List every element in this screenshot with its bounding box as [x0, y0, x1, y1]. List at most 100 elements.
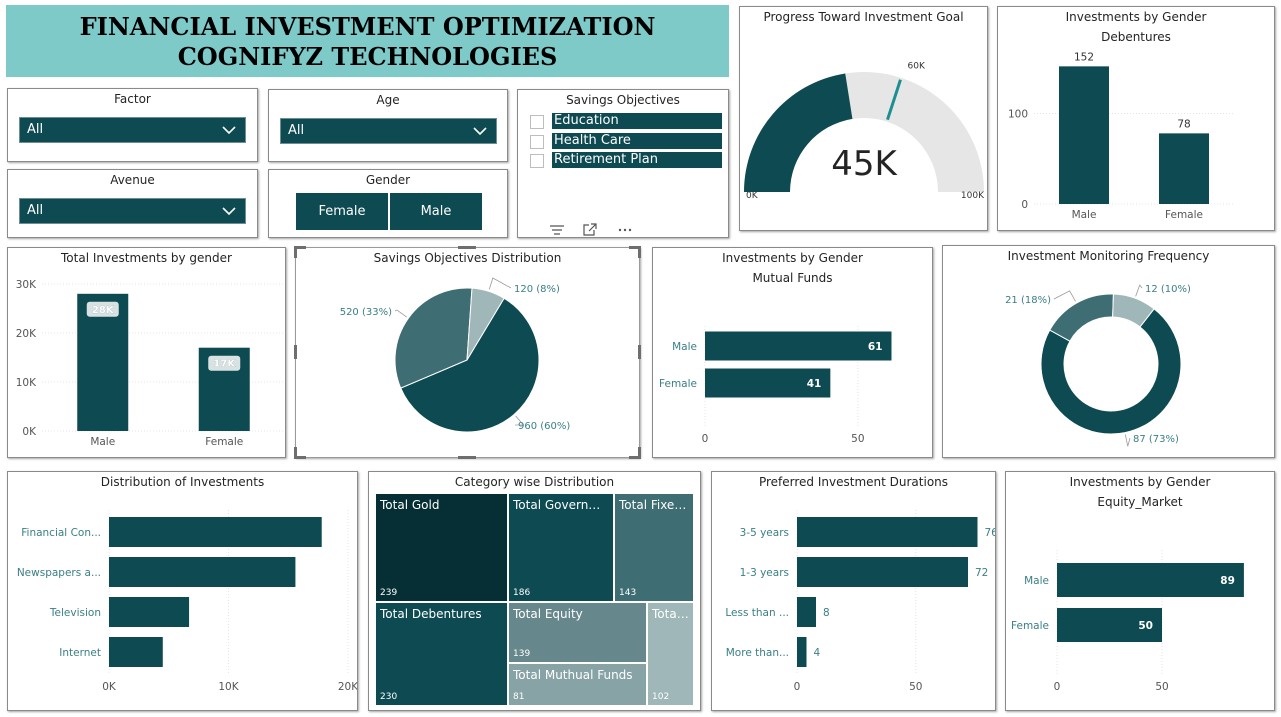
leader-line	[488, 277, 512, 290]
treemap-tile-government[interactable]: Total Governme... 186	[509, 494, 613, 601]
preferred-investment-durations-chart[interactable]: Preferred Investment Durations 0 50 3-5 ye…	[711, 471, 996, 711]
chart-subtitle: Mutual Funds	[752, 271, 833, 285]
age-dropdown[interactable]: All	[280, 118, 497, 144]
chart-title: Total Investments by gender	[61, 251, 232, 265]
investment-goal-gauge[interactable]: Progress Toward Investment Goal 60K 45K 0K…	[739, 6, 988, 231]
y-tick-label: Male	[672, 341, 697, 353]
chart-title: Investments by Gender	[1065, 10, 1207, 24]
x-tick-label: 50	[851, 433, 864, 445]
leader-line	[1135, 284, 1143, 297]
chart-title: Investment Monitoring Frequency	[1007, 249, 1210, 263]
data-label: 152	[1074, 51, 1094, 63]
y-tick-label: 1-3 years	[740, 567, 789, 579]
filter-lines-icon[interactable]	[549, 224, 565, 236]
chart-title: Distribution of Investments	[100, 475, 265, 489]
y-tick-label: Male	[1024, 575, 1049, 587]
factor-slicer: Factor All	[7, 88, 258, 162]
x-tick-label: 50	[909, 681, 922, 693]
y-tick-label: Newspapers a...	[17, 567, 101, 579]
more-options-icon[interactable]	[617, 227, 633, 233]
chevron-down-icon	[473, 127, 487, 136]
treemap-tile-fixed[interactable]: Total Fixed ... 143	[615, 494, 693, 601]
chevron-down-icon	[222, 207, 236, 216]
dashboard-banner: FINANCIAL INVESTMENT OPTIMIZATION COGNIF…	[6, 5, 729, 77]
chart-title: Category wise Distribution	[454, 475, 615, 489]
checkbox-icon[interactable]	[530, 154, 544, 168]
tile-label: Total Debentures	[380, 607, 482, 621]
bar	[1059, 66, 1109, 204]
equity-bars: 0 50 Male 89 Female 50	[1011, 550, 1244, 693]
treemap-tile-mutual-funds[interactable]: Total Muthual Funds 81	[509, 664, 646, 705]
resize-handle[interactable]	[629, 246, 641, 249]
distribution-bars: 0K 10K 20K Financial Con... Newspapers a... T…	[17, 510, 357, 693]
savings-objectives-distribution-chart[interactable]: Savings Objectives Distribution 960 (60%…	[294, 246, 641, 459]
resize-handle[interactable]	[294, 246, 297, 258]
x-tick-label: Female	[205, 436, 243, 448]
age-dropdown-value: All	[288, 123, 305, 138]
treemap-tile-other[interactable]: Total... 102	[648, 603, 693, 705]
resize-handle[interactable]	[629, 456, 641, 459]
age-slicer: Age All	[268, 89, 508, 162]
bar	[797, 597, 816, 627]
tile-label: Total Gold	[380, 498, 440, 512]
category-wise-distribution-chart[interactable]: Category wise Distribution Total Gold 23…	[368, 471, 701, 711]
savings-pie: 960 (60%) 520 (33%) 120 (8%)	[340, 277, 570, 433]
resize-handle[interactable]	[294, 456, 306, 459]
resize-handle[interactable]	[638, 345, 641, 359]
gauge-value-label: 45K	[831, 144, 898, 184]
treemap-tile-debentures[interactable]: Total Debentures 230	[376, 603, 507, 705]
slice-label: 12 (10%)	[1145, 284, 1191, 295]
resize-handle[interactable]	[638, 447, 641, 459]
debentures-by-gender-chart[interactable]: Investments by Gender Debentures 0 100 Mal…	[997, 6, 1275, 231]
checkbox-icon[interactable]	[530, 115, 544, 129]
bar	[797, 517, 978, 547]
data-label: 17K	[213, 359, 236, 370]
gauge-target-label: 60K	[908, 61, 926, 71]
tile-value: 139	[513, 649, 531, 659]
treemap-tile-gold[interactable]: Total Gold 239	[376, 494, 507, 601]
treemap-tile-equity[interactable]: Total Equity 139	[509, 603, 646, 662]
bar	[109, 557, 296, 587]
resize-handle[interactable]	[294, 345, 297, 359]
resize-handle[interactable]	[458, 246, 476, 249]
gauge-target-marker	[886, 79, 902, 121]
gender-male-button[interactable]: Male	[390, 193, 482, 230]
pie-slice	[1040, 308, 1182, 435]
gauge-chart: 60K 45K 0K 100K	[744, 61, 985, 201]
resize-handle[interactable]	[638, 246, 641, 258]
mutual-funds-by-gender-chart[interactable]: Investments by Gender Mutual Funds 0 50 Ma…	[652, 247, 933, 458]
avenue-dropdown[interactable]: All	[19, 198, 246, 224]
y-tick-label: 100	[1008, 108, 1028, 120]
focus-mode-icon[interactable]	[582, 223, 598, 237]
gender-female-button[interactable]: Female	[296, 193, 388, 230]
avenue-dropdown-value: All	[27, 203, 44, 218]
resize-handle[interactable]	[458, 456, 476, 459]
data-label: 50	[1138, 620, 1153, 632]
x-tick-label: 10K	[218, 681, 239, 693]
investment-monitoring-frequency-chart[interactable]: Investment Monitoring Frequency 87 (73%)…	[942, 245, 1275, 458]
bar	[109, 517, 322, 547]
resize-handle[interactable]	[294, 246, 306, 249]
data-label: 8	[823, 607, 830, 619]
resize-handle[interactable]	[294, 447, 297, 459]
bar	[109, 637, 163, 667]
slice-label: 21 (18%)	[1005, 295, 1051, 306]
tile-value: 81	[513, 692, 525, 702]
checkbox-icon[interactable]	[530, 135, 544, 149]
equity-market-by-gender-chart[interactable]: Investments by Gender Equity_Market 0 50 M…	[1005, 471, 1275, 711]
savings-objectives-slicer: Savings Objectives Education Health Care…	[517, 89, 729, 238]
tile-label: Total Muthual Funds	[513, 668, 633, 682]
data-label: 72	[975, 567, 988, 579]
distribution-of-investments-chart[interactable]: Distribution of Investments 0K 10K 20K Fina…	[7, 471, 358, 711]
total-investments-by-gender-chart[interactable]: Total Investments by gender 0K 10K 20K 30K M…	[7, 247, 286, 458]
data-label: 78	[1177, 118, 1190, 130]
y-tick-label: More than...	[726, 647, 789, 659]
tile-label: Total Fixed ...	[619, 498, 689, 512]
x-tick-label: Male	[1072, 209, 1097, 221]
slicer-item-label: Retirement Plan	[552, 152, 722, 168]
durations-bars: 0 50 3-5 years 76 1-3 years 72 Less than ... 8 M…	[725, 510, 995, 693]
factor-dropdown[interactable]: All	[19, 117, 246, 143]
tile-label: Total Governme...	[513, 498, 609, 512]
pie-slice	[400, 297, 540, 433]
chart-title: Savings Objectives Distribution	[373, 251, 562, 265]
